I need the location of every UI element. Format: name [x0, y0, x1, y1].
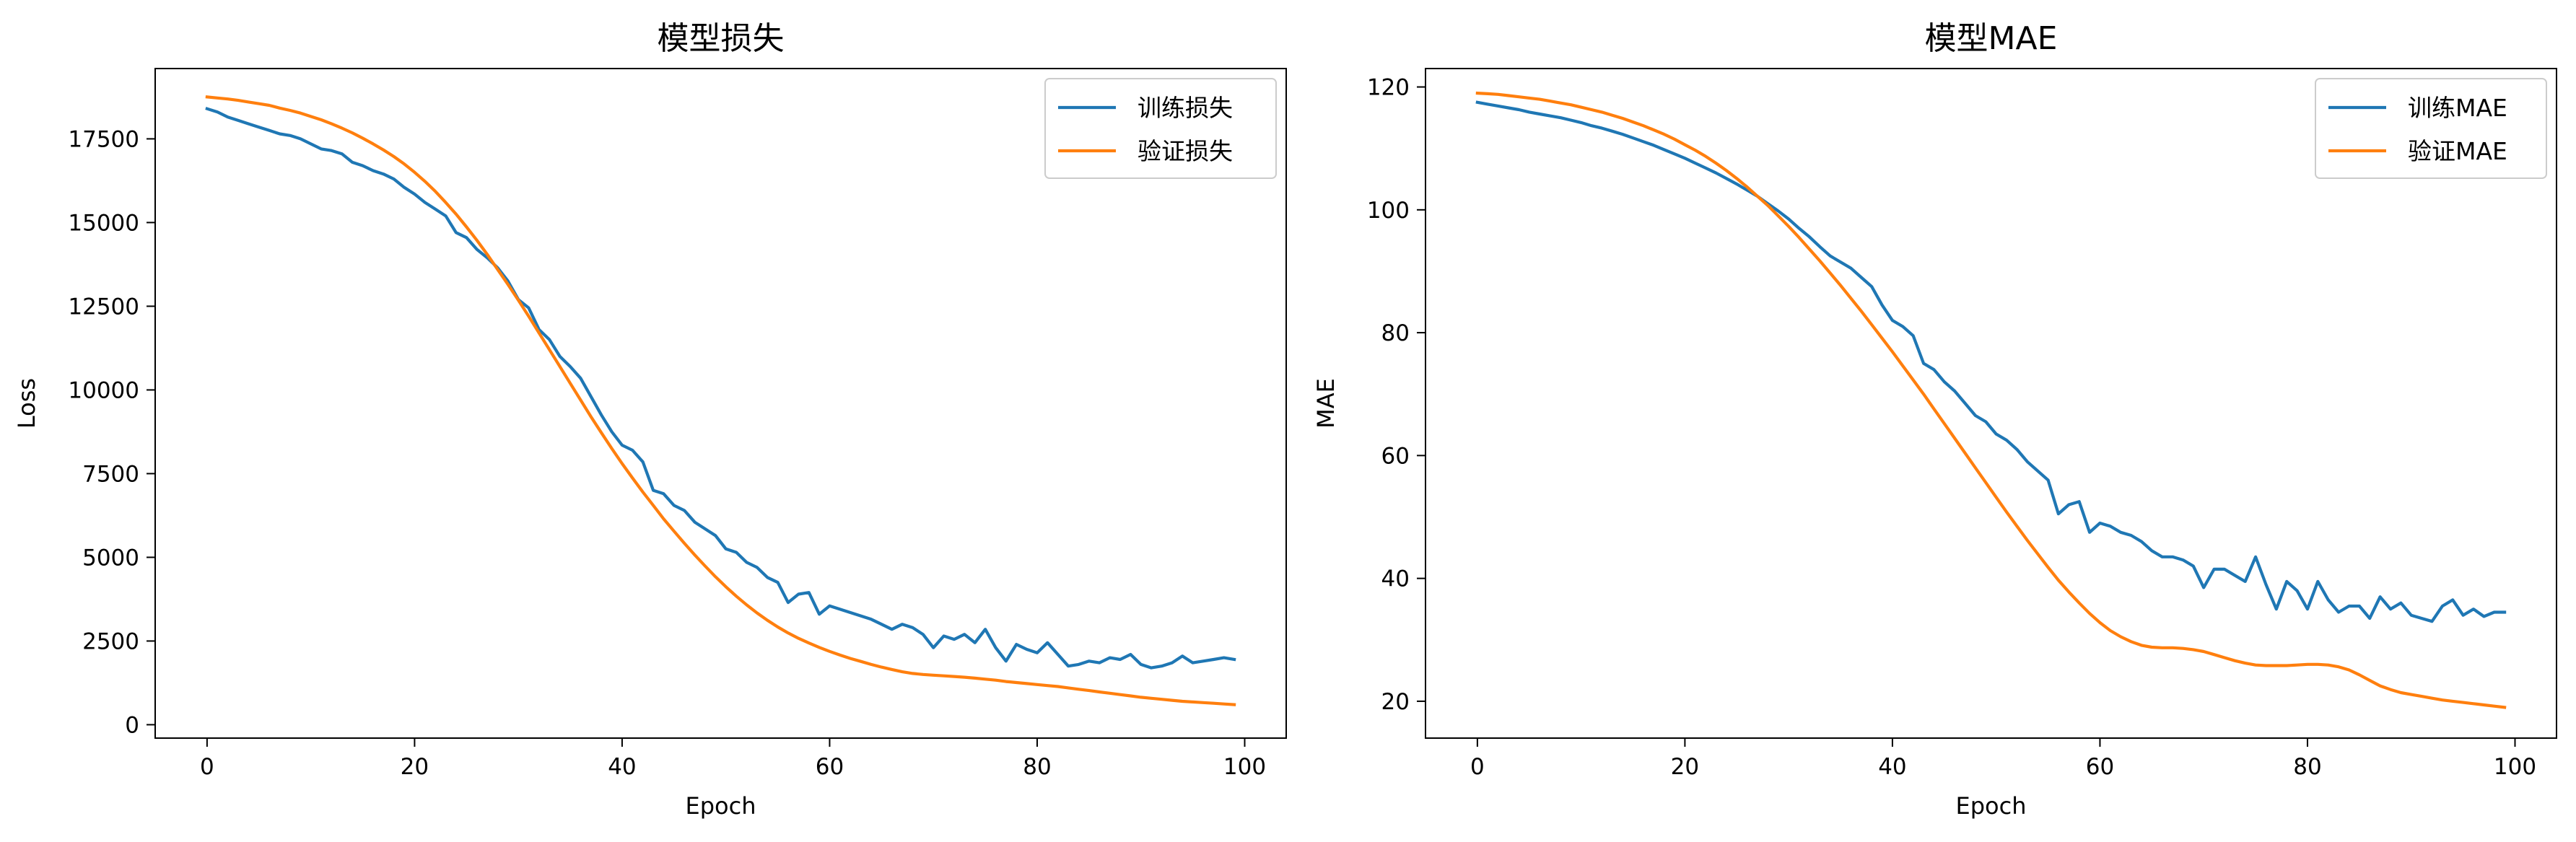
series-line-0	[1475, 100, 2507, 623]
y-tick-label: 100	[1367, 198, 1410, 224]
chart-title: 模型MAE	[1925, 20, 2058, 57]
y-tick-label: 10000	[68, 377, 139, 403]
x-tick-label: 80	[2293, 754, 2321, 780]
x-tick-label: 40	[608, 754, 636, 780]
x-tick-label: 0	[200, 754, 214, 780]
x-tick-label: 20	[401, 754, 429, 780]
legend-label-0: 训练MAE	[2408, 94, 2507, 122]
legend-box	[1044, 78, 1277, 179]
x-tick-label: 60	[2086, 754, 2114, 780]
y-tick-label: 120	[1367, 75, 1410, 101]
y-axis-label: Loss	[13, 378, 40, 429]
legend-box	[2315, 78, 2547, 179]
x-tick-label: 0	[1470, 754, 1485, 780]
y-tick-label: 17500	[68, 126, 139, 152]
y-tick-label: 0	[125, 712, 139, 738]
series-line-1	[205, 95, 1236, 706]
chart-title: 模型损失	[658, 20, 785, 57]
legend: 训练MAE 验证MAE	[2315, 78, 2547, 179]
y-tick-label: 12500	[68, 294, 139, 320]
y-tick-label: 20	[1381, 689, 1410, 715]
y-tick-label: 2500	[82, 628, 139, 654]
y-tick-label: 5000	[82, 545, 139, 571]
series-line-0	[205, 107, 1236, 670]
x-tick-label: 20	[1671, 754, 1699, 780]
legend-label-1: 验证MAE	[2408, 137, 2507, 165]
y-tick-label: 60	[1381, 443, 1410, 469]
y-tick-label: 15000	[68, 210, 139, 236]
loss-chart: 模型损失 0 20 40 60 80 100 0 2500 5000 7500 10000 12500 1…	[13, 20, 1287, 820]
x-axis-label: Epoch	[686, 792, 756, 820]
x-tick-label: 60	[816, 754, 844, 780]
y-tick-label: 7500	[82, 461, 139, 487]
legend-label-0: 训练损失	[1138, 94, 1233, 122]
legend-label-1: 验证损失	[1138, 137, 1233, 165]
plot-frame	[1425, 68, 2557, 739]
x-axis-label: Epoch	[1956, 792, 2027, 820]
x-tick-label: 40	[1878, 754, 1906, 780]
x-tick-label: 100	[1223, 754, 1266, 780]
series-line-1	[1475, 91, 2507, 709]
y-tick-label: 40	[1381, 566, 1410, 592]
y-axis-label: MAE	[1312, 378, 1340, 429]
mae-chart: 模型MAE 0 20 40 60 80 100 20 40 60 80 100 120 Epoch MAE 训…	[1312, 20, 2557, 820]
x-tick-label: 100	[2494, 754, 2536, 780]
x-tick-label: 80	[1023, 754, 1051, 780]
y-tick-label: 80	[1381, 320, 1410, 346]
plot-frame	[154, 68, 1287, 739]
